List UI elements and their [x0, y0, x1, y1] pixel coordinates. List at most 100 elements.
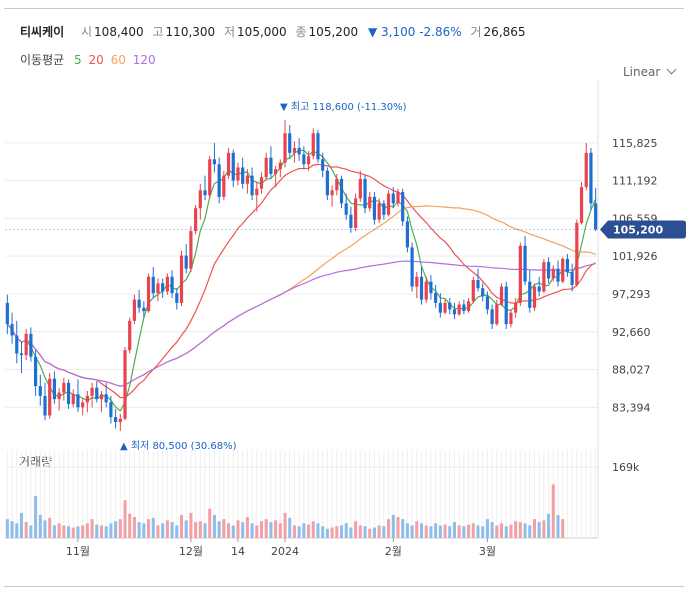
candle — [278, 159, 282, 178]
price-tick-label: 83,394 — [612, 401, 651, 414]
volume-bar — [179, 514, 184, 538]
candle-body — [15, 335, 19, 354]
ma-120-label[interactable]: 120 — [132, 53, 156, 67]
candle-body — [231, 152, 235, 181]
scale-selector[interactable]: Linear — [623, 64, 677, 79]
candle — [528, 270, 532, 313]
date-tick-label: 2월 — [385, 545, 402, 558]
low-annotation: ▲ 최저 80,500 (30.68%) — [120, 440, 237, 452]
candle — [594, 187, 598, 232]
moving-average-legend: 이동평균 5 20 60 120 — [20, 51, 156, 68]
candle-body — [452, 309, 457, 315]
volume-bar — [509, 524, 513, 538]
volume-bar — [208, 508, 212, 538]
volume-bar — [81, 525, 85, 538]
candle-body — [137, 299, 141, 308]
candle-body — [523, 245, 527, 282]
candle — [118, 413, 122, 431]
candle-body — [401, 191, 405, 222]
candle — [137, 289, 141, 313]
candle-body — [495, 304, 499, 325]
candle — [349, 206, 353, 233]
volume-bar — [551, 484, 555, 538]
candle — [316, 129, 320, 163]
volume-bar — [434, 523, 438, 538]
candle-body — [504, 286, 508, 325]
candle-body — [438, 302, 442, 313]
volume-bar — [311, 521, 315, 538]
price-tick-label: 97,293 — [612, 288, 651, 301]
ma-20-label[interactable]: 20 — [88, 53, 104, 67]
candle — [194, 205, 198, 235]
candle — [85, 390, 89, 413]
volume-bar — [490, 522, 494, 538]
volume-bar — [198, 521, 202, 538]
volume-bar — [10, 521, 14, 538]
candle-body — [481, 288, 485, 297]
volume-bar — [57, 523, 61, 538]
candle-body — [306, 156, 311, 165]
high-label: 고 — [152, 25, 164, 39]
stock-name: 티씨케이 — [20, 25, 65, 39]
candle — [203, 175, 207, 201]
open-value: 108,400 — [94, 25, 144, 39]
volume-bar — [15, 523, 19, 538]
candle — [462, 299, 466, 315]
candle-body — [259, 177, 264, 189]
volume-bar — [518, 522, 522, 538]
candle — [66, 379, 71, 409]
volume-bar — [542, 520, 546, 538]
candle-body — [288, 133, 292, 153]
candle — [471, 276, 475, 303]
ma-20-line — [6, 163, 596, 399]
candle-body — [466, 301, 471, 312]
close-label: 종 — [295, 25, 307, 39]
candle-body — [419, 276, 424, 300]
candle — [146, 273, 151, 313]
price-grid — [5, 142, 598, 408]
volume-bar — [29, 525, 33, 538]
candle-body — [250, 175, 254, 196]
candle-body — [203, 190, 207, 196]
scale-selector-label: Linear — [623, 65, 661, 79]
volume-bar — [128, 513, 132, 538]
candle-body — [99, 394, 104, 400]
price-tick-label: 92,660 — [612, 326, 651, 339]
candle — [198, 183, 202, 220]
volume-bar — [34, 496, 38, 538]
volume-bar — [349, 527, 353, 538]
candle — [565, 253, 570, 277]
candle-body — [226, 152, 231, 176]
candle-body — [575, 222, 579, 285]
candle — [391, 187, 395, 209]
candle-body — [5, 302, 9, 325]
candle-body — [565, 258, 570, 272]
candle — [386, 190, 391, 217]
volume-bar — [222, 519, 226, 538]
volume-bar — [137, 522, 141, 538]
candle — [297, 138, 301, 161]
volume-bar — [250, 523, 254, 538]
candle-body — [556, 268, 560, 282]
volume-bar — [307, 524, 311, 538]
volume-bar — [38, 514, 42, 538]
candle — [189, 226, 193, 272]
volume-bar — [321, 526, 325, 538]
candle — [339, 175, 344, 209]
candle-body — [391, 193, 395, 204]
candle — [113, 408, 118, 429]
candle — [156, 278, 160, 302]
ma-60-label[interactable]: 60 — [110, 53, 126, 67]
candle-body — [424, 281, 428, 300]
candle-body — [561, 258, 565, 282]
volume-bar — [339, 525, 344, 538]
candle-body — [283, 133, 287, 163]
candle — [208, 156, 212, 199]
candle — [62, 377, 66, 401]
ma-5-label[interactable]: 5 — [74, 53, 82, 67]
candle-body — [245, 175, 249, 184]
candle-body — [405, 221, 409, 248]
candle-body — [33, 356, 38, 387]
candle-body — [476, 280, 480, 289]
